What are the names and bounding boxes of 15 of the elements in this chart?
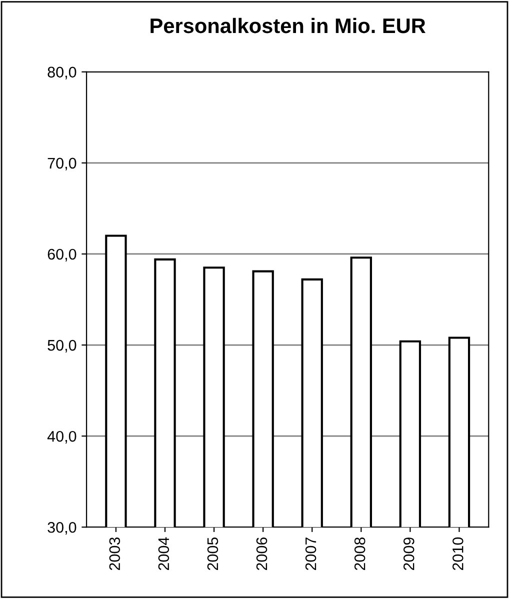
x-tick-label: 2009 (403, 538, 414, 570)
x-tick-label: 2010 (452, 537, 464, 570)
y-tick-label: 70,0 (48, 158, 76, 170)
x-tick-label: 2007 (305, 538, 316, 570)
y-tick-label: 40,0 (47, 430, 76, 444)
x-tick-label: 2005 (207, 537, 218, 570)
x-tick-label: 2004 (158, 537, 170, 570)
y-tick-label: 60,0 (48, 248, 76, 262)
chart-title: Personalkosten in Mio. EUR (150, 18, 426, 34)
y-tick-label: 80,0 (48, 66, 76, 80)
x-tick-label: 2006 (256, 538, 268, 570)
y-tick-label: 50,0 (48, 340, 76, 353)
y-tick-label: 30,0 (48, 522, 76, 535)
x-tick-label: 2003 (109, 538, 120, 570)
x-tick-label: 2008 (354, 538, 366, 570)
